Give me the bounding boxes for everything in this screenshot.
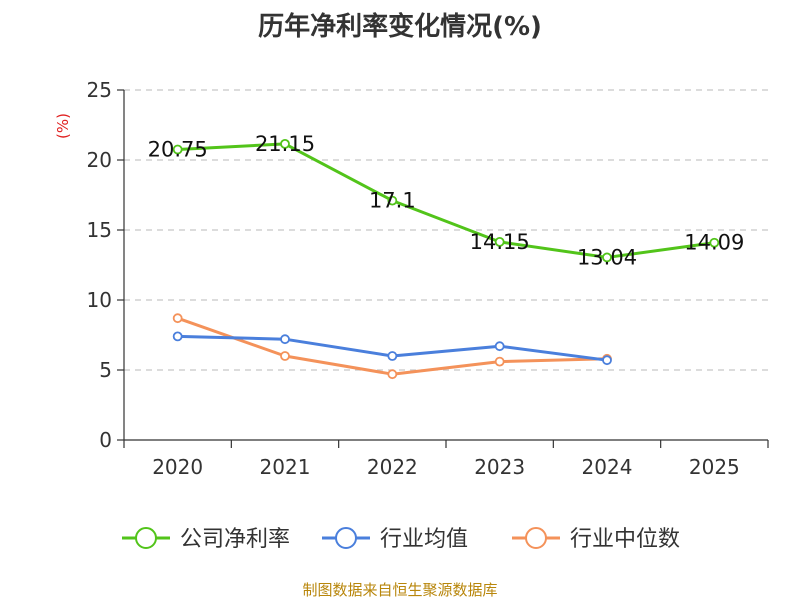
data-label: 17.1 xyxy=(369,189,416,213)
data-source-footer: 制图数据来自恒生聚源数据库 xyxy=(302,581,498,599)
data-label: 20.75 xyxy=(148,138,208,162)
x-tick-label: 2020 xyxy=(152,455,203,479)
legend-marker xyxy=(135,527,157,549)
y-tick-label: 5 xyxy=(99,358,112,382)
data-label: 14.09 xyxy=(684,231,744,255)
data-point xyxy=(387,195,398,206)
data-point xyxy=(280,138,290,149)
y-tick-label: 0 xyxy=(99,428,112,452)
data-point xyxy=(387,351,398,361)
series-line-0 xyxy=(177,142,715,259)
data-point xyxy=(602,355,612,366)
data-label: 21.15 xyxy=(255,132,315,156)
legend-marker xyxy=(335,527,357,549)
x-tick-label: 2021 xyxy=(260,455,311,479)
y-tick-label: 25 xyxy=(87,78,112,102)
data-point xyxy=(172,313,183,324)
data-point xyxy=(172,144,183,155)
legend-marker xyxy=(525,527,547,549)
data-point xyxy=(172,331,183,342)
series-line-2 xyxy=(177,316,608,376)
x-tick-label: 2022 xyxy=(367,455,418,479)
data-point xyxy=(602,252,612,263)
data-label: 13.04 xyxy=(577,245,637,269)
data-point xyxy=(280,334,290,345)
chart-title: 历年净利率变化情况(%) xyxy=(258,12,542,42)
y-tick-label: 10 xyxy=(87,288,112,312)
y-tick-label: 20 xyxy=(87,148,112,172)
data-point xyxy=(387,369,398,380)
legend-label: 行业均值 xyxy=(380,527,468,552)
data-point xyxy=(494,236,505,247)
y-tick-label: 15 xyxy=(87,218,112,242)
data-point xyxy=(280,351,290,361)
data-point xyxy=(494,356,505,367)
legend-label: 行业中位数 xyxy=(570,527,680,552)
x-tick-label: 2023 xyxy=(474,455,525,479)
data-point xyxy=(494,341,505,352)
x-tick-label: 2024 xyxy=(582,455,633,479)
data-point xyxy=(709,237,720,248)
x-tick-label: 2025 xyxy=(689,455,740,479)
y-axis-label: (%) xyxy=(54,113,72,139)
legend-label: 公司净利率 xyxy=(180,527,290,552)
data-label: 14.15 xyxy=(470,230,530,254)
